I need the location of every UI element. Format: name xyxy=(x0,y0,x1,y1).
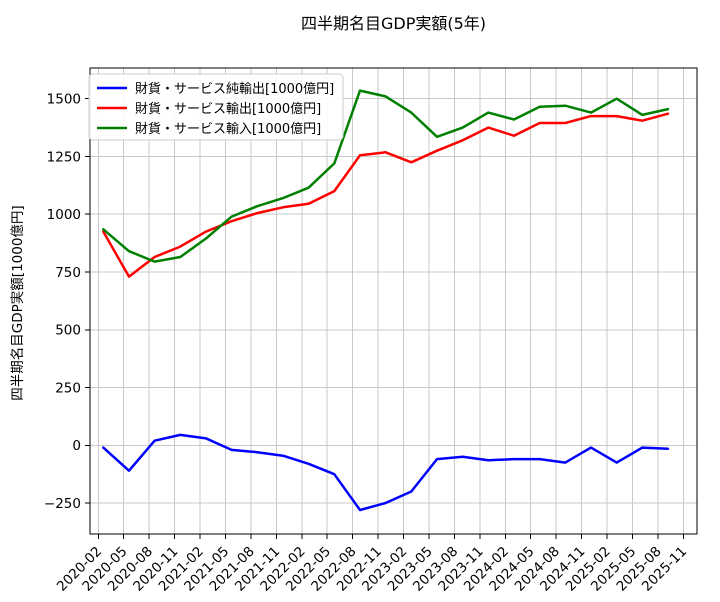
legend-box xyxy=(88,73,344,141)
y-tick-label: −250 xyxy=(44,496,81,512)
series-line-0 xyxy=(102,433,670,512)
legend-label-2: 財貨・サービス輸入[1000億円] xyxy=(135,121,321,137)
y-tick-label: 1000 xyxy=(47,207,81,223)
legend-label-1: 財貨・サービス輸出[1000億円] xyxy=(135,101,321,117)
axis-ticks: −25002505007501000125015002020-022020-05… xyxy=(44,92,690,595)
y-tick-label: 500 xyxy=(55,323,81,339)
chart-title: 四半期名目GDP実額(5年) xyxy=(300,14,487,33)
series-line-2 xyxy=(102,89,670,263)
y-tick-label: 250 xyxy=(55,380,81,396)
y-tick-label: 750 xyxy=(55,265,81,281)
y-tick-label: 1500 xyxy=(47,92,81,108)
series-line-1 xyxy=(102,112,670,278)
y-tick-label: 0 xyxy=(72,438,81,454)
legend: 財貨・サービス純輸出[1000億円] 財貨・サービス輸出[1000億円] 財貨・サー… xyxy=(88,73,344,141)
plot-border xyxy=(89,67,698,535)
y-tick-label: 1250 xyxy=(47,149,81,165)
legend-label-0: 財貨・サービス純輸出[1000億円] xyxy=(135,81,334,97)
